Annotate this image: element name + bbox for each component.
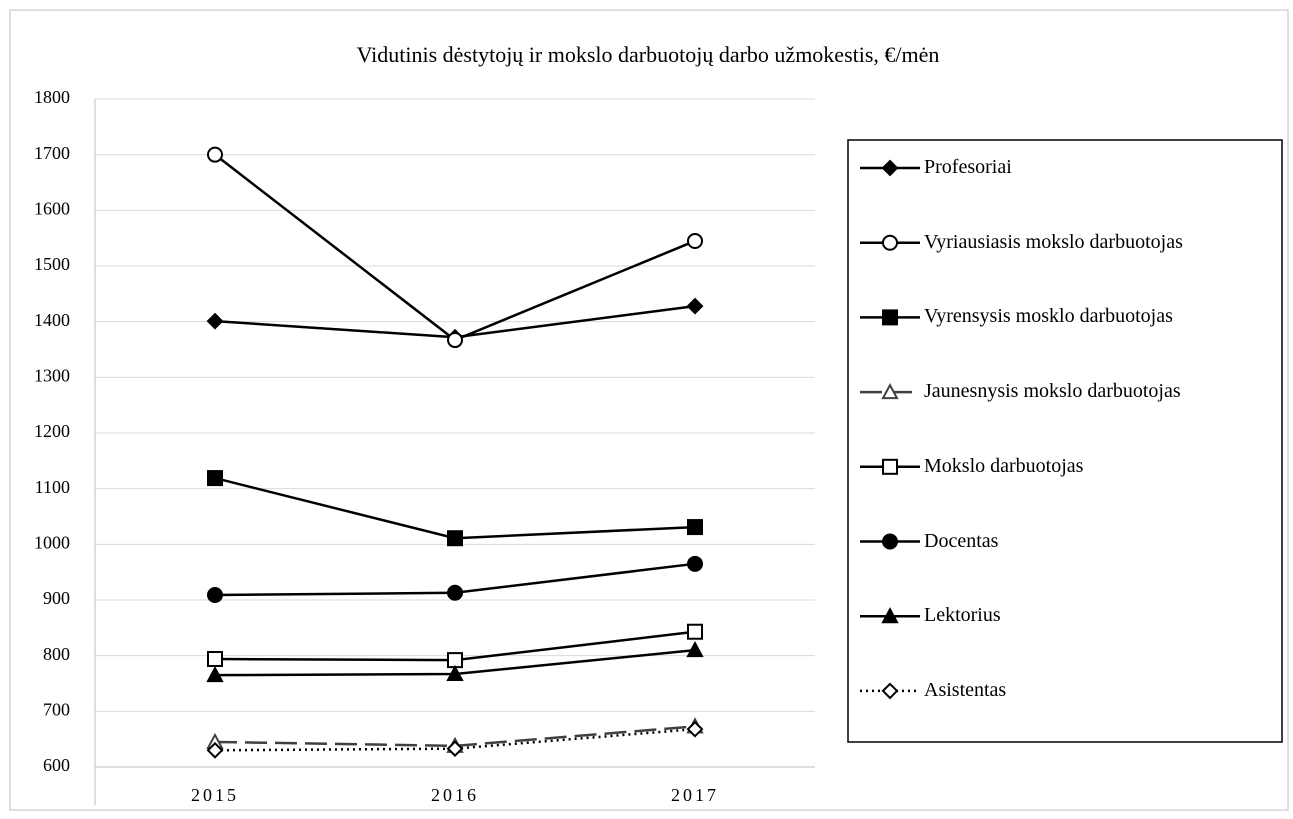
marker <box>446 740 464 758</box>
y-tick-label: 1500 <box>34 254 70 274</box>
marker <box>881 607 899 624</box>
legend-item: Docentas <box>924 529 999 552</box>
y-tick-label: 1400 <box>34 310 70 330</box>
legend-label: Vyriausiasis mokslo darbuotojas <box>924 230 1183 253</box>
marker <box>447 530 463 547</box>
marker <box>687 555 703 572</box>
marker <box>687 232 703 249</box>
y-tick-label: 1100 <box>35 477 70 497</box>
y-tick-label: 1000 <box>34 532 70 552</box>
y-tick-label: 1600 <box>34 198 70 218</box>
y-tick-label: 700 <box>43 699 70 719</box>
marker <box>882 309 898 326</box>
y-tick-label: 600 <box>43 755 70 775</box>
y-tick-label: 1700 <box>34 143 70 163</box>
legend-label: Mokslo darbuotojas <box>924 454 1084 477</box>
marker <box>882 234 898 251</box>
marker <box>687 519 703 536</box>
marker <box>207 470 223 487</box>
legend-label: Asistentas <box>924 678 1007 701</box>
legend-label: Profesoriai <box>924 156 1012 178</box>
legend-item: Asistentas <box>924 678 1007 701</box>
marker <box>206 741 224 759</box>
marker <box>206 666 224 683</box>
y-tick-label: 1300 <box>34 365 70 385</box>
marker <box>882 458 898 475</box>
series-line <box>214 153 696 342</box>
legend-item: Mokslo darbuotojas <box>924 454 1084 477</box>
legend-item: Jaunesnysis mokslo darbuotojas <box>924 380 1181 403</box>
legend-item: Lektorius <box>924 604 1001 627</box>
chart-title: Vidutinis dėstytojų ir mokslo darbuotojų… <box>357 42 940 67</box>
x-tick-label: 2016 <box>431 785 479 805</box>
legend-item: Vyrensysis mosklo darbuotojas <box>924 305 1173 328</box>
y-tick-label: 900 <box>43 588 70 608</box>
series-line <box>214 476 696 540</box>
marker <box>881 159 899 177</box>
marker <box>207 146 223 163</box>
legend-label: Lektorius <box>924 604 1001 627</box>
legend-label: Jaunesnysis mokslo darbuotojas <box>924 380 1181 403</box>
marker <box>882 533 898 550</box>
marker <box>686 297 704 315</box>
legend-item: Profesoriai <box>924 156 1012 178</box>
marker <box>687 623 703 640</box>
legend-box <box>847 139 1283 743</box>
chart-frame <box>9 9 1289 811</box>
x-tick-label: 2015 <box>191 785 239 805</box>
marker <box>207 651 223 668</box>
legend-item: Vyriausiasis mokslo darbuotojas <box>924 230 1183 253</box>
marker <box>686 720 704 738</box>
y-tick-label: 1800 <box>34 87 70 107</box>
marker <box>881 682 899 700</box>
marker <box>447 332 463 349</box>
y-tick-label: 800 <box>43 644 70 664</box>
marker <box>206 312 224 330</box>
legend-label: Docentas <box>924 529 999 552</box>
x-tick-label: 2017 <box>671 785 719 805</box>
legend-label: Vyrensysis mosklo darbuotojas <box>924 305 1173 328</box>
marker <box>207 586 223 603</box>
marker <box>881 382 899 400</box>
marker <box>447 584 463 601</box>
marker <box>446 664 464 682</box>
y-tick-label: 1200 <box>34 421 70 441</box>
marker <box>686 640 704 658</box>
